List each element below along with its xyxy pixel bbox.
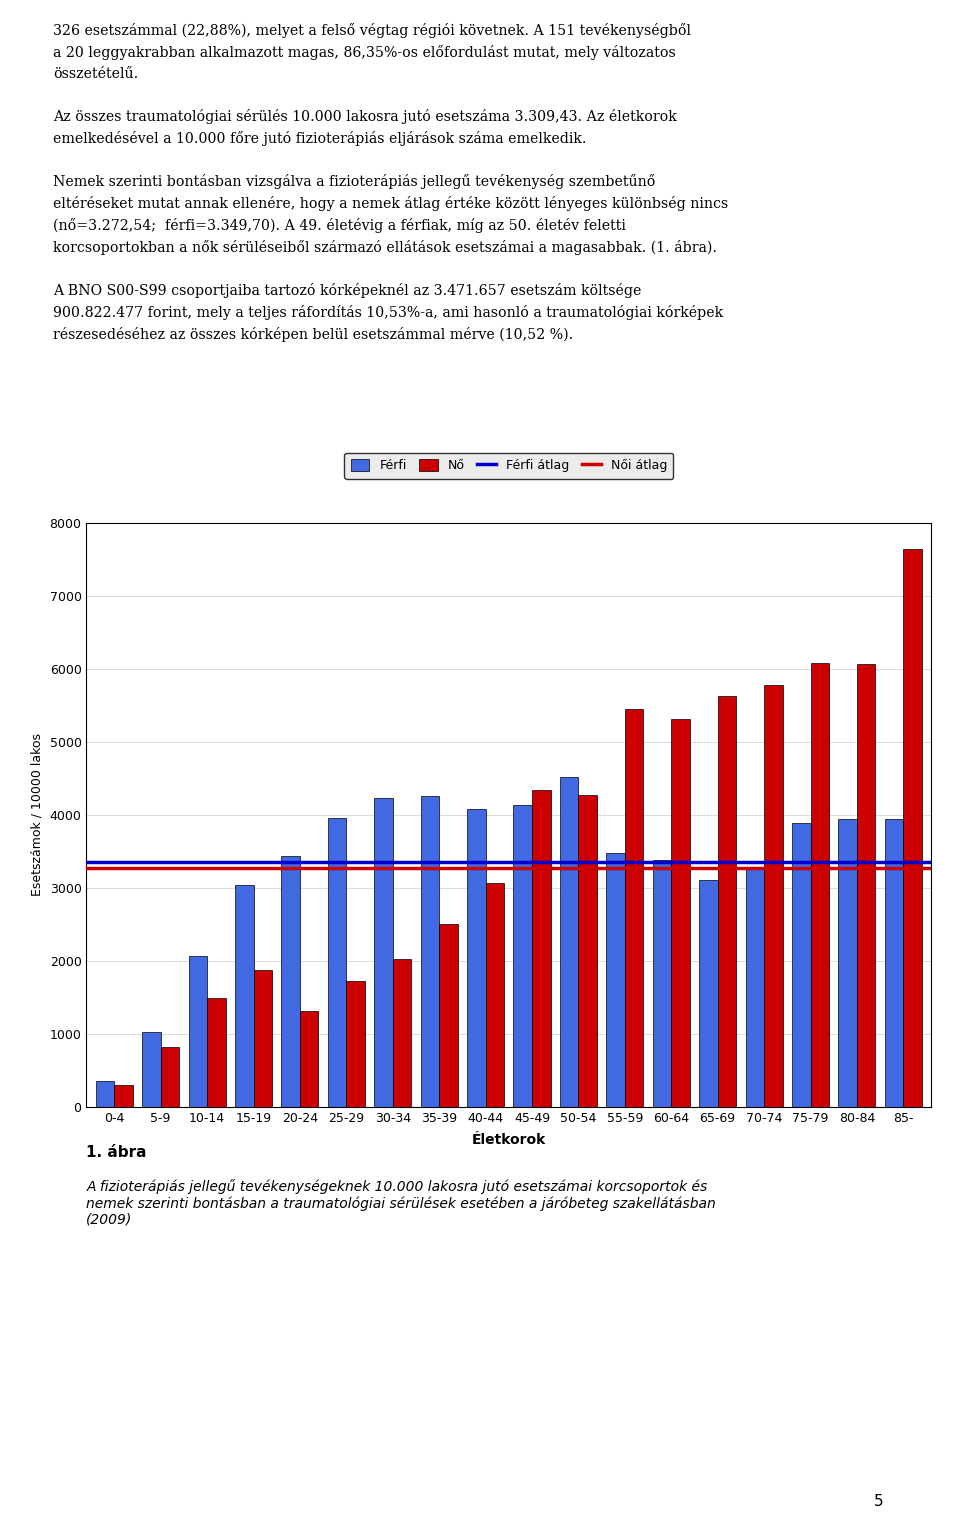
Bar	[374, 798, 393, 1107]
Bar	[281, 856, 300, 1107]
Bar	[699, 879, 718, 1107]
Bar	[160, 1047, 180, 1107]
Bar	[96, 1081, 114, 1107]
Bar	[188, 956, 207, 1107]
Bar	[560, 778, 579, 1107]
Text: 5: 5	[874, 1494, 883, 1509]
Text: A fizioterápiás jellegű tevékenységeknek 10.000 lakosra jutó esetszámai korcsopo: A fizioterápiás jellegű tevékenységeknek…	[86, 1179, 716, 1227]
Bar	[114, 1085, 132, 1107]
Bar	[486, 884, 504, 1107]
Bar	[253, 970, 272, 1107]
Legend: Férfi, Nő, Férfi átlag, Női átlag: Férfi, Nő, Férfi átlag, Női átlag	[345, 453, 673, 478]
Bar	[857, 664, 876, 1107]
Bar	[671, 719, 690, 1107]
Bar	[653, 859, 671, 1107]
Bar	[327, 818, 347, 1107]
Bar	[764, 684, 782, 1107]
Bar	[420, 796, 439, 1107]
Bar	[514, 805, 532, 1107]
Bar	[792, 824, 810, 1107]
Bar	[810, 664, 829, 1107]
Bar	[300, 1011, 319, 1107]
Bar	[885, 819, 903, 1107]
Bar	[207, 998, 226, 1107]
Bar	[142, 1033, 160, 1107]
Bar	[607, 853, 625, 1107]
Bar	[625, 709, 643, 1107]
Bar	[746, 868, 764, 1107]
Bar	[718, 696, 736, 1107]
Bar	[347, 981, 365, 1107]
Text: 1. ábra: 1. ábra	[86, 1145, 147, 1160]
X-axis label: Életkorok: Életkorok	[471, 1133, 546, 1147]
Bar	[235, 885, 253, 1107]
Bar	[579, 795, 597, 1107]
Bar	[439, 924, 458, 1107]
Bar	[467, 808, 486, 1107]
Y-axis label: Esetszámok / 10000 lakos: Esetszámok / 10000 lakos	[31, 733, 44, 896]
Bar	[903, 549, 922, 1107]
Bar	[532, 790, 551, 1107]
Bar	[393, 959, 411, 1107]
Text: 326 esetszámmal (22,88%), melyet a felső végtag régiói követnek. A 151 tevékenys: 326 esetszámmal (22,88%), melyet a felső…	[53, 23, 728, 343]
Bar	[838, 819, 857, 1107]
